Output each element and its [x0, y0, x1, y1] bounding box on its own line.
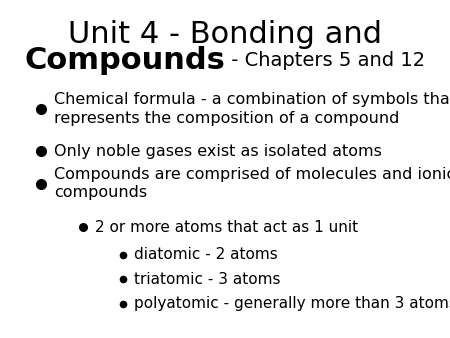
Text: diatomic - 2 atoms: diatomic - 2 atoms [134, 247, 278, 263]
Text: 2 or more atoms that act as 1 unit: 2 or more atoms that act as 1 unit [95, 220, 359, 235]
Text: Compounds: Compounds [24, 46, 225, 75]
Text: Chemical formula - a combination of symbols that
represents the composition of a: Chemical formula - a combination of symb… [54, 92, 450, 126]
Text: Only noble gases exist as isolated atoms: Only noble gases exist as isolated atoms [54, 144, 382, 159]
Text: polyatomic - generally more than 3 atoms: polyatomic - generally more than 3 atoms [134, 296, 450, 311]
Text: Unit 4 - Bonding and: Unit 4 - Bonding and [68, 20, 382, 49]
Text: triatomic - 3 atoms: triatomic - 3 atoms [134, 272, 281, 287]
Text: Compounds are comprised of molecules and ionic
compounds: Compounds are comprised of molecules and… [54, 167, 450, 200]
Text: - Chapters 5 and 12: - Chapters 5 and 12 [225, 51, 425, 70]
